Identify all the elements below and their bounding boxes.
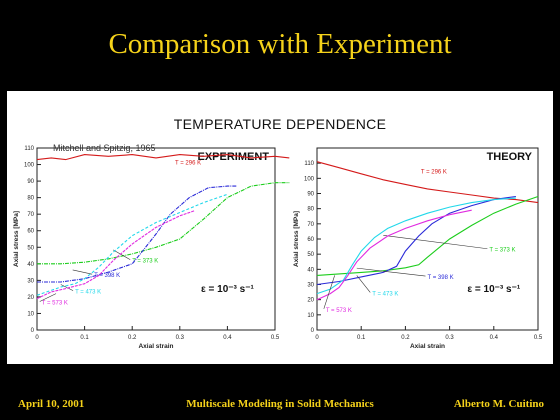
leader-line [383,235,488,250]
x-tick-label: 0.2 [401,335,410,341]
y-tick-label: 40 [27,262,34,268]
chart-title: THEORY [487,151,533,163]
y-tick-label: 50 [27,245,34,251]
y-tick-label: 100 [304,176,315,182]
leader-line [323,275,335,309]
y-tick-label: 0 [31,328,35,334]
chart-annotation: Mitchell and Spitzig, 1965 [53,143,156,153]
series-line [316,197,516,295]
series-line [37,185,237,283]
y-tick-label: 110 [24,146,34,152]
x-tick-label: 0.1 [80,335,89,341]
strain-rate-label: ε = 10⁻³ s⁻¹ [467,284,520,295]
y-tick-label: 30 [27,278,34,284]
footer-course: Multiscale Modeling in Solid Mechanics [186,398,374,410]
series-label: T = 573 K [42,301,68,307]
series-label: T = 473 K [372,291,398,297]
series-line [316,195,539,276]
y-tick-label: 20 [307,298,314,304]
series-label: T = 473 K [75,290,101,296]
leader-line [356,267,426,277]
x-tick-label: 0.5 [271,335,280,341]
series-line [36,210,195,300]
y-tick-label: 80 [307,207,314,213]
y-tick-label: 90 [27,179,34,185]
footer-date: April 10, 2001 [18,398,85,410]
x-tick-label: 0.4 [223,335,232,341]
series-label: T = 296 K [175,160,201,166]
leader-line [72,269,93,275]
y-tick-label: 90 [307,192,314,198]
y-tick-label: 30 [307,283,314,289]
footer-author: Alberto M. Cuitino [453,398,544,410]
y-axis-label: Axial stress [MPa] [293,211,300,267]
comparison-charts: 0 0.1 0.2 0.3 0.4 0.5010203040506070809010011… [13,143,543,350]
x-tick-label: 0 [35,335,39,341]
x-tick-label: 0.3 [445,335,454,341]
series-label: T = 373 K [489,248,515,254]
series-label: T = 296 K [421,169,447,175]
plot-frame [36,147,276,331]
y-tick-label: 10 [27,311,34,317]
x-tick-label: 0.5 [534,335,543,341]
y-tick-label: 50 [307,252,314,258]
chart-title: EXPERIMENT [197,151,269,163]
x-tick-label: 0.4 [490,335,499,341]
chart-theory: 0 0.1 0.2 0.3 0.4 0.5 0 10 20 30 40 50 60 70 80 90 100 11… [293,147,543,350]
x-axis-label: Axial strain [410,343,445,350]
series-label: T = 573 K [326,308,352,314]
leader-line [113,249,131,260]
panel-title: TEMPERATURE DEPENDENCE [173,116,387,132]
slide-title: Comparison with Experiment [108,28,452,60]
y-tick-label: 70 [307,222,314,228]
x-axis-label: Axial strain [138,343,173,350]
y-tick-label: 40 [307,267,314,273]
series-label: T = 398 K [94,273,120,279]
y-tick-label: 10 [307,313,314,319]
y-tick-label: 60 [307,237,314,243]
y-tick-label: 110 [304,161,314,167]
chart-experiment: 0 0.1 0.2 0.3 0.4 0.5 0 10 20 30 40 50 60 70 80 90 100 11… [13,143,290,350]
y-tick-label: 70 [27,212,34,218]
x-tick-label: 0.2 [128,335,137,341]
y-tick-label: 60 [27,229,34,235]
series-line [316,195,516,286]
series-line [37,182,290,265]
leader-line [356,275,371,293]
series-line [36,193,228,296]
series-line [36,154,290,161]
y-tick-label: 0 [311,328,315,334]
series-label: T = 398 K [428,275,454,281]
y-tick-label: 20 [27,295,34,301]
leader-line [60,284,74,291]
series-label: T = 373 K [132,259,158,265]
series-line [316,161,539,204]
chart-panel: TEMPERATURE DEPENDENCE 0 0.1 0.2 0.3 0.4 0.5 0… [7,91,553,364]
x-tick-label: 0.3 [176,335,185,341]
leader-line [39,293,57,302]
x-tick-label: 0.1 [357,335,366,341]
y-axis-label: Axial stress [MPa] [13,211,20,267]
x-tick-label: 0 [315,335,319,341]
series-line [316,209,472,301]
y-tick-label: 80 [27,196,34,202]
y-tick-label: 100 [24,163,35,169]
strain-rate-label: ε = 10⁻³ s⁻¹ [201,284,254,295]
